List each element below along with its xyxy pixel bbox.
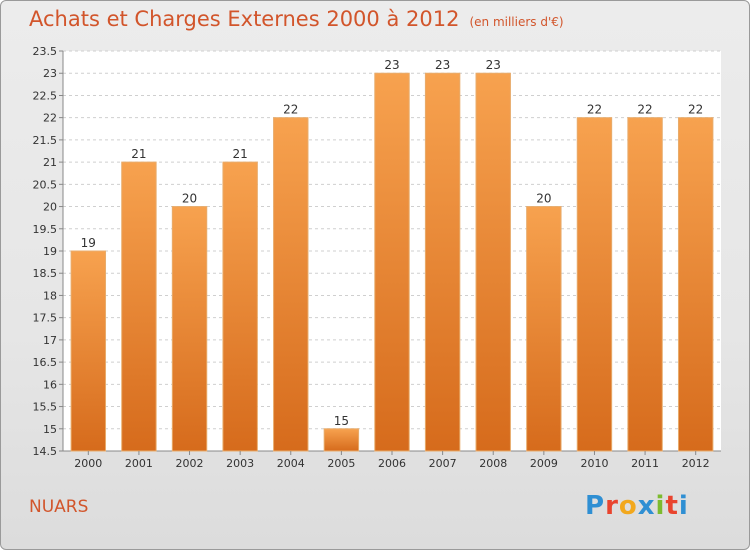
y-tick-label: 14.5	[33, 445, 58, 458]
y-tick-label: 16.5	[33, 356, 58, 369]
x-tick-label-2002: 2002	[176, 457, 204, 470]
x-tick-label-2010: 2010	[580, 457, 608, 470]
data-label-2010: 22	[587, 103, 602, 117]
data-label-2012: 22	[688, 103, 703, 117]
y-tick-label: 22.5	[33, 89, 58, 102]
bar-2002	[171, 206, 208, 452]
y-tick-label: 22	[43, 112, 57, 125]
city-name: NUARS	[29, 497, 89, 517]
y-tick-label: 20.5	[33, 178, 58, 191]
y-tick-label: 15	[43, 423, 57, 436]
data-label-2001: 21	[131, 147, 146, 161]
logo-letter: r	[605, 491, 619, 521]
data-label-2002: 20	[182, 192, 197, 206]
data-label-2008: 23	[486, 58, 501, 72]
y-tick-label: 17.5	[33, 312, 58, 325]
x-tick-label-2009: 2009	[530, 457, 558, 470]
x-tick-label-2004: 2004	[277, 457, 305, 470]
logo-letter: P	[585, 491, 606, 521]
y-tick-label: 21	[43, 156, 57, 169]
data-label-2004: 22	[283, 103, 298, 117]
data-label-2003: 21	[233, 147, 248, 161]
y-tick-label: 20	[43, 201, 57, 214]
y-tick-label: 23.5	[33, 45, 58, 58]
data-label-2007: 23	[435, 58, 450, 72]
data-label-2005: 15	[334, 414, 349, 428]
x-tick-label-2006: 2006	[378, 457, 406, 470]
logo-letter: t	[665, 491, 679, 521]
y-tick-label: 16	[43, 378, 57, 391]
bar-2011	[627, 117, 663, 452]
bar-2004	[273, 117, 309, 452]
data-label-2011: 22	[637, 103, 652, 117]
y-tick-label: 19	[43, 245, 57, 258]
chart-title: Achats et Charges Externes 2000 à 2012 (e…	[29, 7, 564, 31]
logo-letter: i	[678, 491, 689, 521]
logo-letter: o	[618, 491, 638, 521]
data-label-2000: 19	[81, 236, 96, 250]
bar-2009	[526, 206, 562, 452]
bar-2010	[576, 117, 613, 452]
x-tick-label-2011: 2011	[631, 457, 659, 470]
bar-2007	[424, 72, 461, 452]
x-tick-label-2008: 2008	[479, 457, 507, 470]
x-tick-label-2003: 2003	[226, 457, 254, 470]
x-tick-label-2000: 2000	[74, 457, 102, 470]
logo-letter: x	[637, 491, 656, 521]
data-label-2006: 23	[384, 58, 399, 72]
y-tick-label: 18	[43, 289, 57, 302]
x-tick-label-2001: 2001	[125, 457, 153, 470]
x-tick-label-2012: 2012	[682, 457, 710, 470]
x-tick-label-2005: 2005	[327, 457, 355, 470]
y-tick-label: 15.5	[33, 401, 58, 414]
y-tick-label: 23	[43, 67, 57, 80]
logo-letter: i	[655, 491, 666, 521]
y-tick-label: 21.5	[33, 134, 58, 147]
title-text: Achats et Charges Externes 2000 à 2012	[29, 7, 460, 31]
bar-2000	[70, 250, 107, 452]
bar-2001	[121, 161, 157, 452]
data-label-2009: 20	[536, 192, 551, 206]
y-tick-label: 17	[43, 334, 57, 347]
subtitle-text: (en milliers d'€)	[469, 15, 564, 29]
bar-2006	[374, 72, 410, 452]
bar-2005	[323, 428, 360, 452]
bar-2008	[475, 72, 511, 452]
x-tick-label-2007: 2007	[429, 457, 457, 470]
bar-2003	[222, 161, 258, 452]
bar-2012	[677, 117, 714, 452]
proxiti-logo: Proxiti	[585, 491, 689, 521]
y-tick-label: 18.5	[33, 267, 58, 280]
y-tick-label: 19.5	[33, 223, 58, 236]
